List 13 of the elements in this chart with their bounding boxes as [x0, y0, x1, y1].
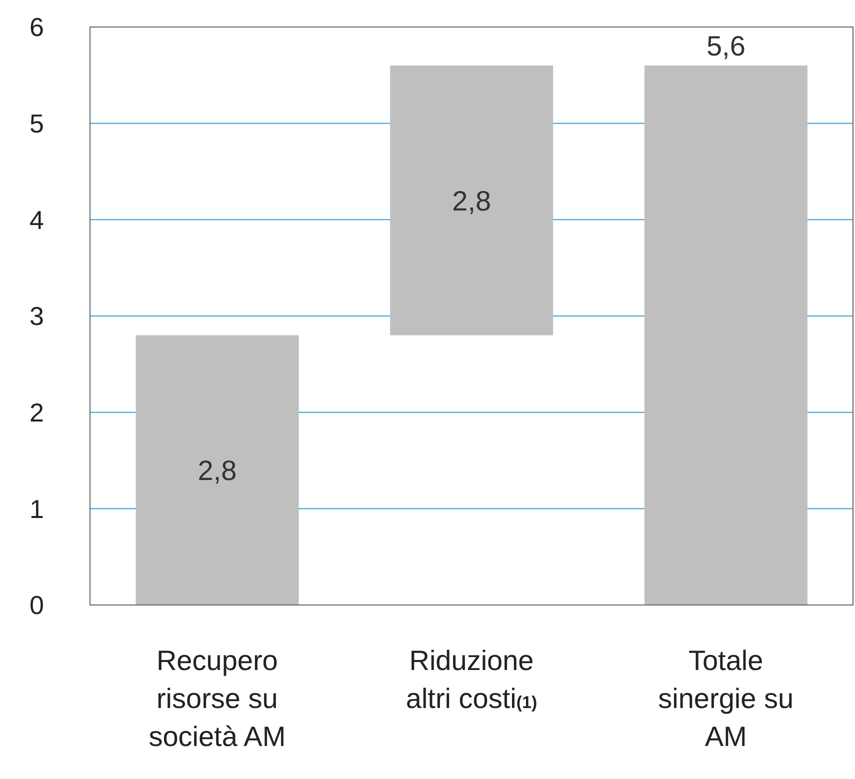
y-tick-label: 4: [30, 204, 44, 235]
y-tick-label: 0: [30, 590, 44, 620]
y-tick-label: 2: [30, 398, 44, 428]
y-tick-label: 6: [30, 12, 44, 42]
data-label: 2,8: [452, 185, 492, 216]
x-tick-label: Recupero risorse su società AM: [148, 645, 286, 752]
y-tick-label: 1: [30, 494, 44, 524]
x-tick-label: Riduzione altri costi(1): [406, 645, 538, 714]
x-tick-label: Totale sinergie su AM: [658, 645, 794, 752]
y-tick-label: 5: [30, 108, 44, 139]
y-tick-label: 3: [30, 301, 44, 332]
data-label: 2,8: [198, 455, 237, 486]
data-label: 5,6: [706, 30, 746, 62]
